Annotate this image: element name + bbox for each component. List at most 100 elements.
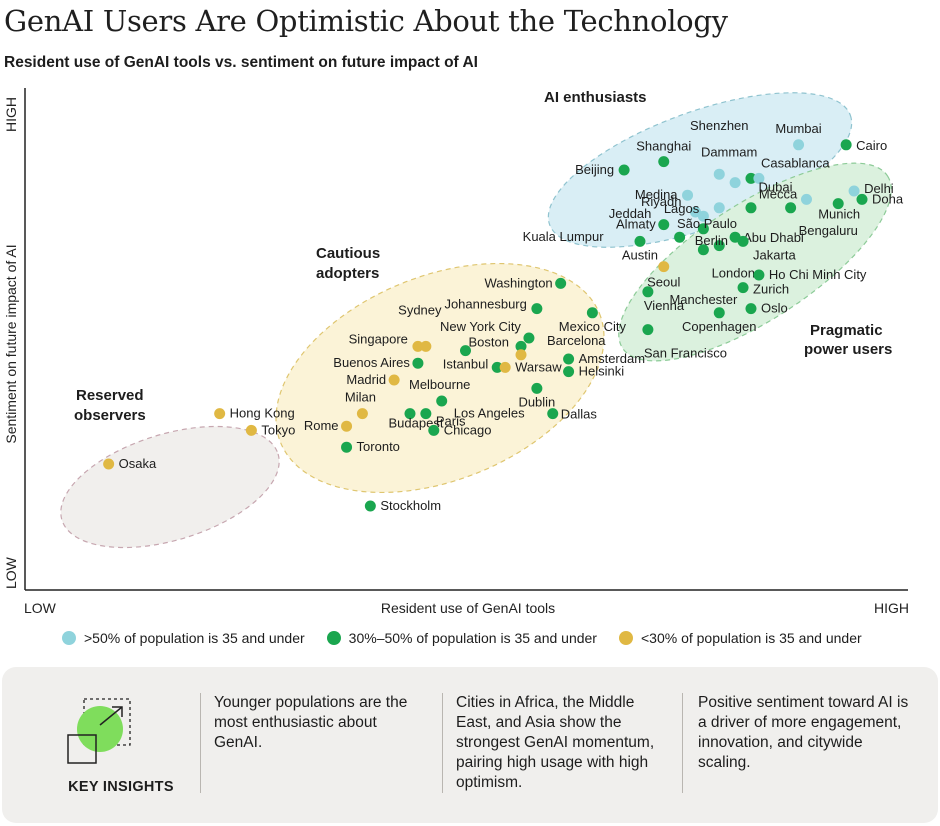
legend-item-old: <30% of population is 35 and under xyxy=(618,630,862,646)
point-label: Osaka xyxy=(119,456,157,471)
scatter-chart: LOW HIGH Resident use of GenAI tools HIG… xyxy=(3,88,909,616)
point-label: Dallas xyxy=(561,407,598,422)
insight-text: Cities in Africa, the Middle East, and A… xyxy=(456,694,655,791)
point-label: Cairo xyxy=(856,138,887,153)
point-label: Kuala Lumpur xyxy=(523,229,605,244)
point-boston xyxy=(515,340,527,352)
point-label: Singapore xyxy=(349,331,408,346)
point-warsaw xyxy=(499,361,511,373)
point-label: Rome xyxy=(304,418,339,433)
point-label: Vienna xyxy=(644,298,685,313)
point-sydney xyxy=(420,340,432,352)
x-tick-high: HIGH xyxy=(874,600,909,616)
point-berlin xyxy=(697,223,709,235)
point-jakarta xyxy=(737,235,749,247)
point-beijing xyxy=(618,164,630,176)
point-label: São Paulo xyxy=(677,216,737,231)
y-tick-low: LOW xyxy=(3,556,19,589)
point-label: Dublin xyxy=(518,394,555,409)
point-mecca xyxy=(753,172,765,184)
point-mexico-city xyxy=(586,307,598,319)
legend-item-young: >50% of population is 35 and under xyxy=(62,630,305,646)
point-medina xyxy=(682,189,694,201)
point-label: Mecca xyxy=(759,186,798,201)
point-label: Abu Dhabi xyxy=(743,230,804,245)
legend-label-young: >50% of population is 35 and under xyxy=(84,630,305,646)
point-manchester xyxy=(697,244,709,256)
point-shenzhen xyxy=(713,168,725,180)
point-istanbul xyxy=(460,345,471,357)
point-london xyxy=(713,240,725,252)
x-axis-label: Resident use of GenAI tools xyxy=(381,600,555,616)
point-label: Barcelona xyxy=(547,333,606,348)
point-label: Dubai xyxy=(759,179,793,194)
insights-icon xyxy=(67,698,131,764)
point-stockholm xyxy=(364,500,376,512)
zone-pragmatic-power-users xyxy=(618,162,892,362)
point-label: New York City xyxy=(440,319,521,334)
point-label: Washington xyxy=(484,275,552,290)
point-rome xyxy=(341,420,353,432)
point-label: Copenhagen xyxy=(682,319,756,334)
point-mumbai xyxy=(793,139,805,151)
point-seoul xyxy=(658,261,670,273)
point-label: Delhi xyxy=(864,181,894,196)
point-amsterdam xyxy=(563,353,575,365)
zone-reserved-observers xyxy=(60,425,280,549)
point-jeddah xyxy=(697,210,709,222)
point-melbourne xyxy=(436,395,448,407)
legend-label-mid: 30%–50% of population is 35 and under xyxy=(348,630,597,646)
legend-item-mid: 30%–50% of population is 35 and under xyxy=(326,630,597,646)
point-budapest xyxy=(404,408,416,420)
point-label: Jeddah xyxy=(609,206,652,221)
point-buenos-aires xyxy=(412,357,424,369)
point-label: Casablanca xyxy=(761,155,830,170)
point-label: Amsterdam xyxy=(579,351,645,366)
chart-subtitle: Resident use of GenAI tools vs. sentimen… xyxy=(4,54,478,71)
point-label: Los Angeles xyxy=(454,405,525,420)
y-tick-high: HIGH xyxy=(3,97,19,132)
legend-dot-young xyxy=(62,631,76,645)
point-label: Warsaw xyxy=(515,359,562,374)
point-label: Riyadh xyxy=(641,194,681,209)
point-lagos xyxy=(713,202,725,214)
point-label: Zurich xyxy=(753,282,789,297)
insight-text: Positive sentiment toward AI is a driver… xyxy=(698,694,909,771)
point-s-o-paulo xyxy=(745,202,757,214)
point-dallas xyxy=(547,408,559,420)
point-los-angeles xyxy=(491,361,503,373)
point-label: Oslo xyxy=(761,301,788,316)
point-label: Manchester xyxy=(669,292,738,307)
point-shanghai xyxy=(658,156,670,168)
point-label: Johannesburg xyxy=(444,297,526,312)
insights-divider xyxy=(442,693,443,793)
point-label: Melbourne xyxy=(409,377,470,392)
point-barcelona xyxy=(515,349,527,361)
point-label: Doha xyxy=(872,191,904,206)
point-label: Jakarta xyxy=(753,247,796,262)
point-label: Beijing xyxy=(575,162,614,177)
insight-text: Younger populations are the most enthusi… xyxy=(214,694,408,751)
point-label: San Francisco xyxy=(644,346,727,361)
point-label: Helsinki xyxy=(579,364,625,379)
point-madrid xyxy=(388,374,400,386)
point-munich xyxy=(832,198,844,210)
point-label: Hong Kong xyxy=(230,406,295,421)
legend-label-old: <30% of population is 35 and under xyxy=(640,630,862,646)
point-osaka xyxy=(103,458,115,470)
point-label: Boston xyxy=(469,334,509,349)
cluster-label-ai-enthusiasts: AI enthusiasts xyxy=(544,89,647,106)
legend-dot-old xyxy=(618,631,633,645)
point-cairo xyxy=(840,139,852,151)
point-label: Tokyo xyxy=(261,422,295,437)
chart-legend: >50% of population is 35 and under 30%–5… xyxy=(62,630,884,646)
point-zurich xyxy=(737,282,749,294)
point-label: Bengaluru xyxy=(799,223,858,238)
point-chicago xyxy=(428,424,440,436)
point-kuala-lumpur xyxy=(674,231,686,243)
point-label: Mexico City xyxy=(559,319,627,334)
point-austin xyxy=(634,235,646,247)
point-delhi xyxy=(848,185,860,197)
point-new-york-city xyxy=(523,332,535,344)
